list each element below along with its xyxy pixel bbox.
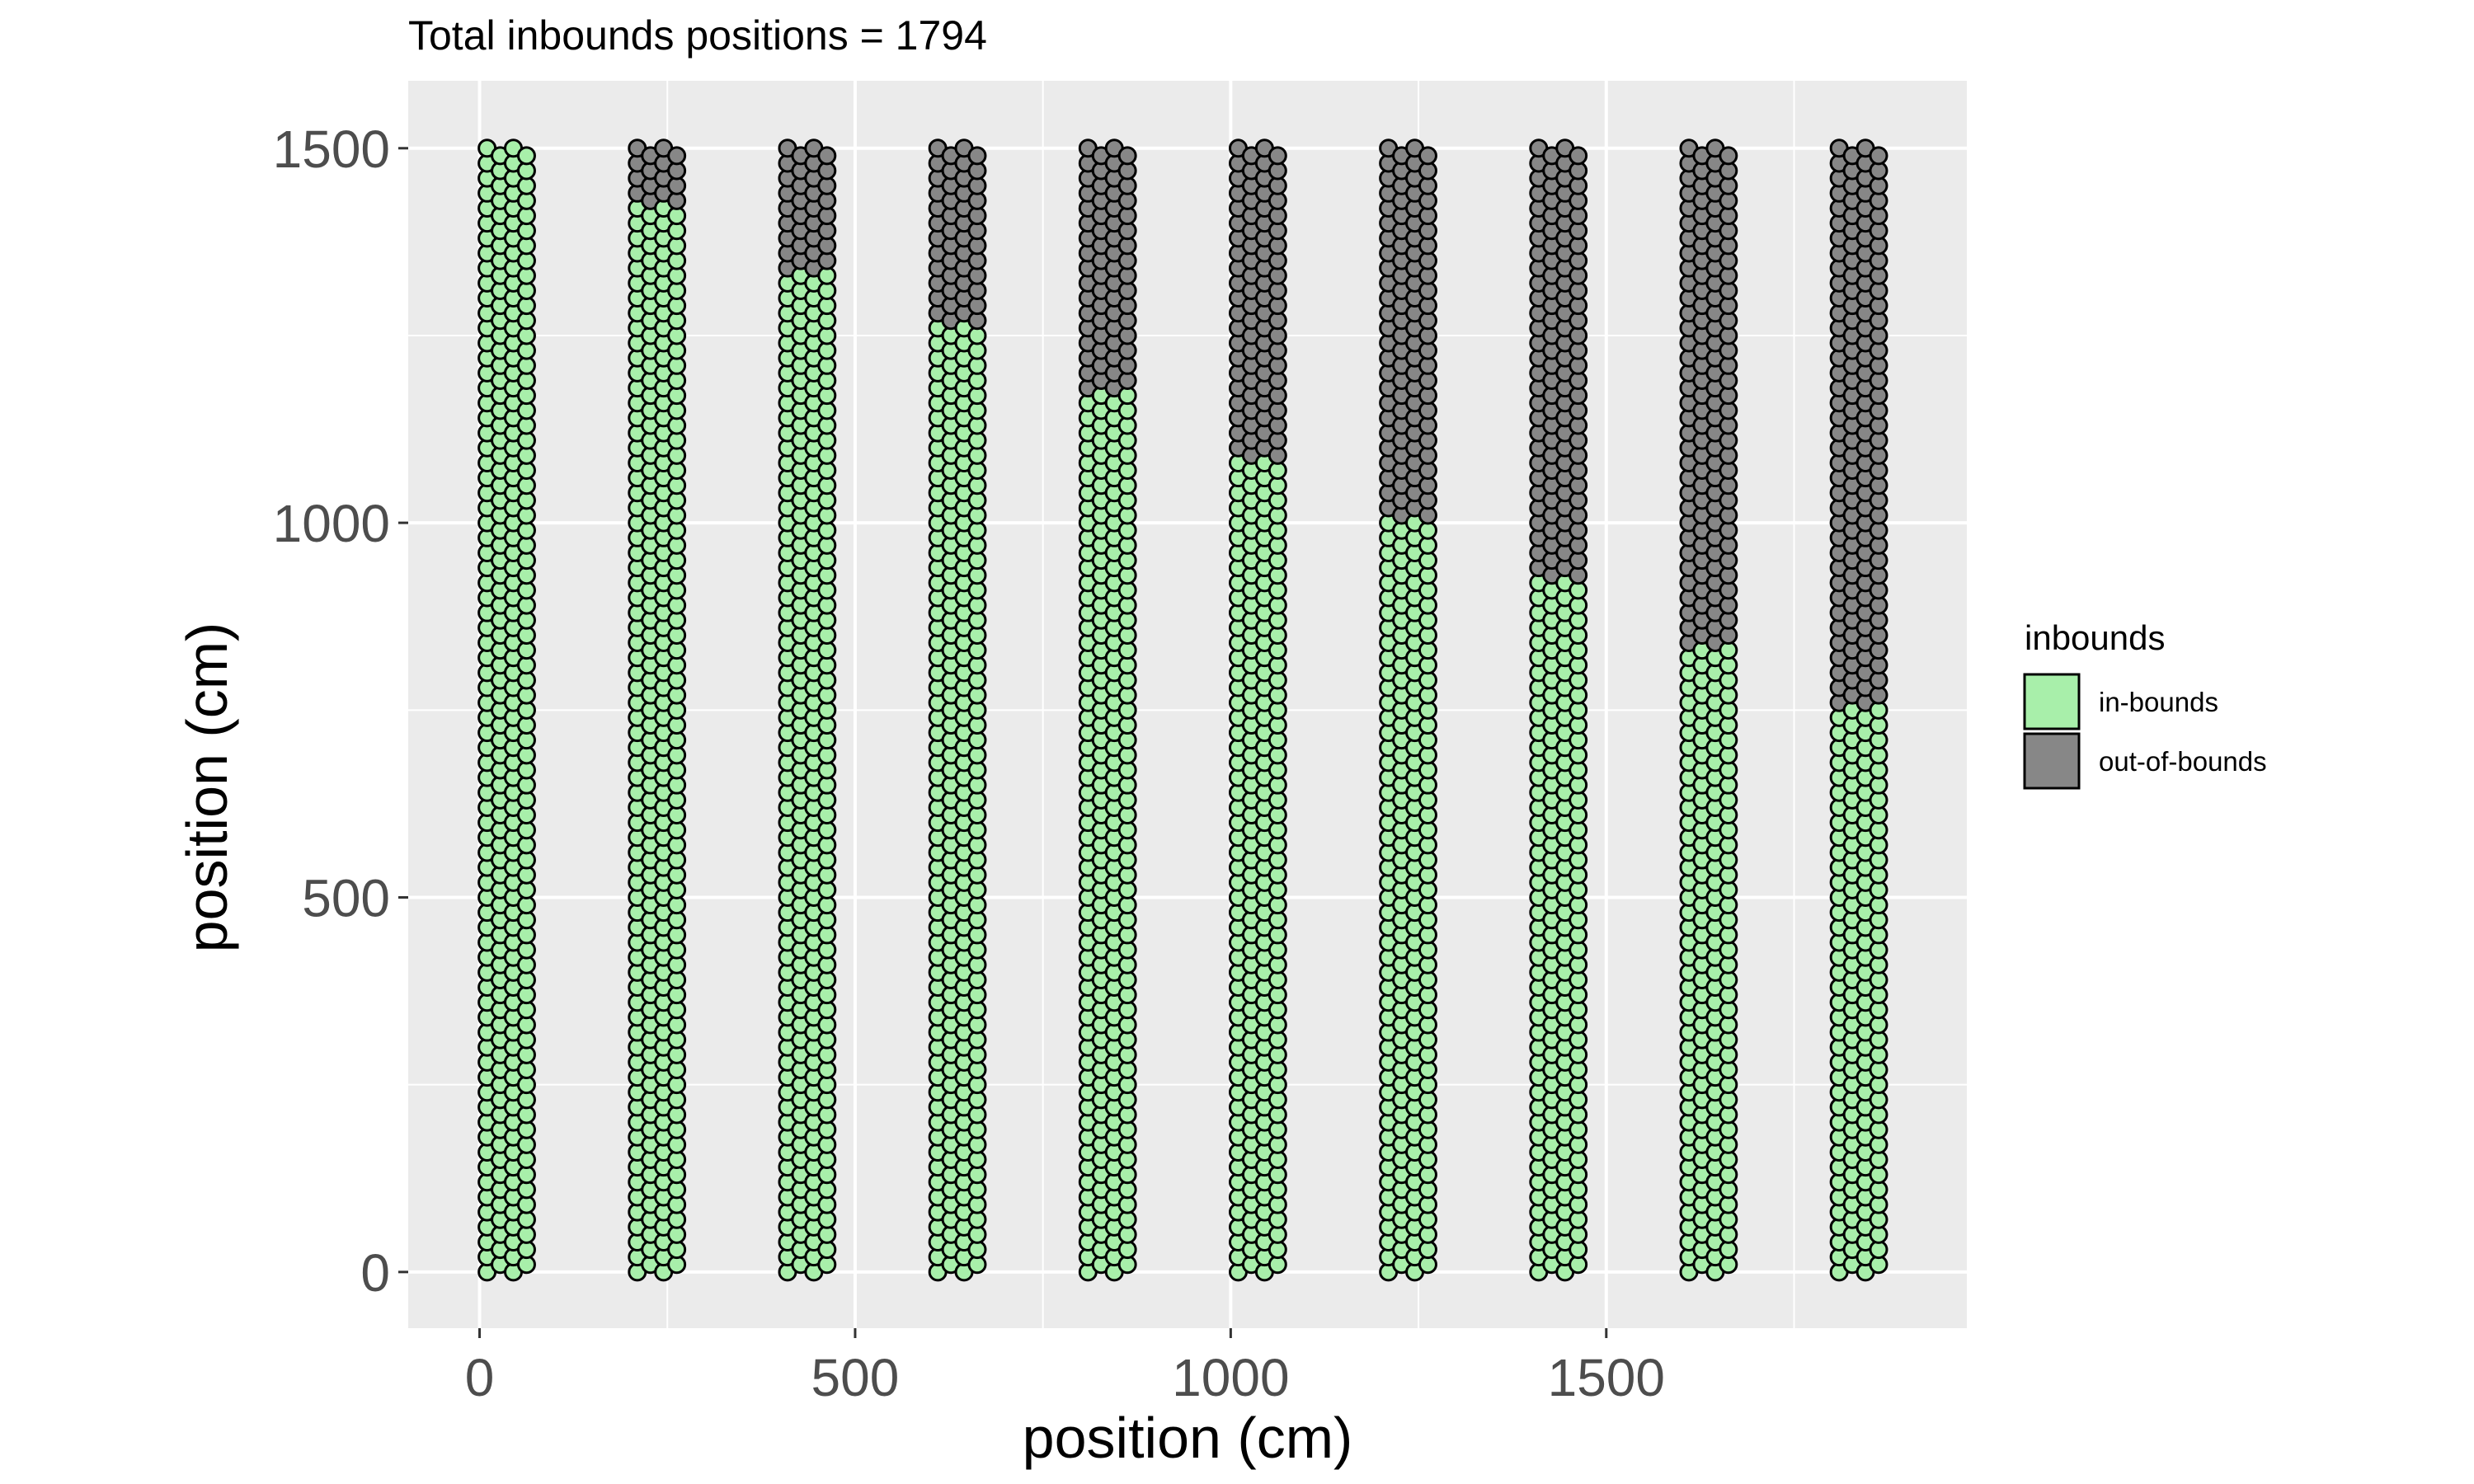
legend: inbounds in-bounds out-of-bounds	[2023, 618, 2267, 790]
legend-title: inbounds	[2025, 618, 2165, 657]
x-tick-label: 1000	[1172, 1348, 1289, 1407]
point-column-4	[928, 139, 987, 1282]
point-out-of-bounds	[1569, 146, 1588, 166]
point-column-2	[628, 139, 687, 1282]
y-tick-label: 500	[302, 868, 390, 928]
point-column-6	[1228, 139, 1287, 1282]
legend-label-in-bounds: in-bounds	[2099, 687, 2218, 717]
point-out-of-bounds	[817, 146, 837, 166]
data-points	[477, 139, 1888, 1282]
legend-swatch-out-of-bounds	[2023, 732, 2081, 790]
legend-swatch-in-bounds	[2023, 673, 2081, 730]
point-column-1	[477, 139, 536, 1282]
x-tick-label: 0	[465, 1348, 495, 1407]
chart-title: Total inbounds positions = 1794	[408, 12, 987, 59]
legend-label-out-of-bounds: out-of-bounds	[2099, 746, 2267, 777]
point-out-of-bounds	[1117, 146, 1137, 166]
x-axis: 0 500 1000 1500	[465, 1328, 1665, 1407]
point-column-8	[1529, 139, 1588, 1282]
point-column-3	[778, 139, 837, 1282]
point-column-5	[1078, 139, 1137, 1282]
x-tick-label: 500	[811, 1348, 900, 1407]
x-tick-label: 1500	[1548, 1348, 1665, 1407]
point-out-of-bounds	[1268, 146, 1287, 166]
y-axis: 0 500 1000 1500	[273, 120, 408, 1303]
point-out-of-bounds	[1719, 146, 1738, 166]
point-out-of-bounds	[667, 146, 687, 166]
y-tick-label: 1000	[273, 494, 390, 553]
y-axis-title: position (cm)	[175, 622, 239, 953]
point-in-bounds	[516, 146, 536, 166]
point-column-10	[1829, 139, 1888, 1282]
point-column-7	[1379, 139, 1437, 1282]
point-column-9	[1679, 139, 1738, 1282]
point-out-of-bounds	[1418, 146, 1437, 166]
y-tick-label: 1500	[273, 120, 390, 179]
point-out-of-bounds	[967, 146, 987, 166]
point-out-of-bounds	[1869, 146, 1888, 166]
y-tick-label: 0	[360, 1243, 390, 1303]
x-axis-title: position (cm)	[1023, 1406, 1353, 1470]
